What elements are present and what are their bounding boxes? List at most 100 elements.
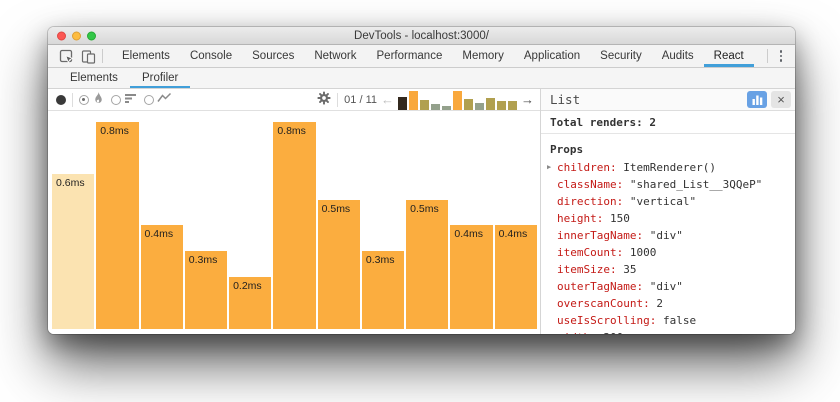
line-chart-icon — [157, 92, 172, 107]
prop-key: useIsScrolling: — [557, 314, 657, 327]
commit-bar[interactable]: 0.4ms — [494, 225, 537, 329]
subtab-profiler[interactable]: Profiler — [130, 68, 190, 88]
prop-key: itemCount: — [557, 246, 624, 259]
commit-bar[interactable]: 0.3ms — [361, 251, 405, 329]
tab-elements[interactable]: Elements — [122, 50, 170, 62]
profiler-toolbar: 01 / 11 ← → — [48, 89, 540, 111]
commit-bar[interactable]: 0.4ms — [450, 225, 493, 329]
snapshot-bar[interactable] — [475, 102, 484, 110]
flame-icon — [92, 91, 105, 108]
commit-flamegraph: 0.6ms 0.8ms 0.4ms 0.3ms 0.2ms 0.8ms 0.5ms 0.3ms… — [48, 111, 540, 334]
toolbar-separator — [72, 92, 73, 107]
commit-bar[interactable]: 0.4ms — [140, 225, 183, 329]
expand-triangle-icon[interactable]: ▶ — [547, 163, 552, 171]
bar-duration-label: 0.8ms — [100, 125, 129, 137]
prop-row: height: 150 — [541, 210, 795, 227]
commit-bar[interactable]: 0.6ms — [52, 174, 95, 329]
tab-react[interactable]: React — [704, 45, 754, 67]
props-list: ▶ children: ItemRenderer() className: "sha… — [541, 157, 795, 334]
prop-key: innerTagName: — [557, 229, 644, 242]
prop-value: 2 — [649, 297, 663, 310]
prop-row: ▶ children: ItemRenderer() — [541, 159, 795, 176]
snapshot-bar[interactable] — [508, 100, 517, 110]
bar-duration-label: 0.8ms — [277, 125, 306, 137]
prop-row: width: 300 — [541, 329, 795, 334]
bar-duration-label: 0.4ms — [498, 228, 528, 240]
toolbar-separator — [102, 49, 103, 63]
prop-value: "div" — [643, 280, 683, 293]
tab-network[interactable]: Network — [314, 50, 357, 62]
commit-bar[interactable]: 0.2ms — [229, 277, 272, 329]
view-option-interactions[interactable] — [144, 92, 172, 107]
view-option-flamegraph[interactable] — [79, 91, 105, 108]
snapshot-bar[interactable] — [486, 97, 495, 110]
subtab-elements[interactable]: Elements — [70, 72, 118, 84]
profiler-pane: 01 / 11 ← → 0.6ms 0.8ms 0.4ms 0.3ms 0.2ms 0.8… — [48, 89, 541, 334]
render-chart-button[interactable] — [747, 91, 767, 108]
flamegraph-radio[interactable] — [79, 94, 89, 105]
bar-duration-label: 0.2ms — [233, 280, 262, 292]
prop-value: "vertical" — [623, 195, 697, 208]
snapshot-bar[interactable] — [497, 100, 506, 110]
prop-value: "shared_List__3QQeP" — [623, 178, 763, 191]
tab-performance[interactable]: Performance — [376, 50, 443, 62]
prop-key: outerTagName: — [557, 280, 644, 293]
snapshot-bar[interactable] — [453, 90, 462, 110]
props-section-title: Props — [550, 143, 584, 156]
bar-duration-label: 0.3ms — [188, 254, 218, 266]
tab-console[interactable]: Console — [189, 50, 233, 62]
gear-icon — [317, 91, 331, 108]
inspect-element-icon[interactable] — [55, 45, 77, 67]
snapshot-bar[interactable] — [464, 98, 473, 110]
devtools-window: DevTools - localhost:3000/ Elements Conso… — [48, 27, 795, 334]
prop-key: height: — [557, 212, 604, 225]
prop-row: className: "shared_List__3QQeP" — [541, 176, 795, 193]
window-title: DevTools - localhost:3000/ — [354, 29, 489, 42]
close-icon: × — [777, 92, 785, 107]
tab-security[interactable]: Security — [600, 50, 642, 62]
tab-memory[interactable]: Memory — [462, 50, 504, 62]
tab-sources[interactable]: Sources — [252, 50, 295, 62]
close-window-button[interactable] — [57, 31, 66, 40]
tab-audits[interactable]: Audits — [661, 50, 694, 62]
previous-snapshot-icon[interactable]: ← — [381, 91, 394, 107]
record-button[interactable] — [56, 94, 66, 105]
total-renders: Total renders: 2 — [541, 111, 795, 134]
prop-row: overscanCount: 2 — [541, 295, 795, 312]
commit-bar[interactable]: 0.3ms — [184, 251, 228, 329]
commit-bar[interactable]: 0.5ms — [317, 200, 360, 329]
bar-duration-label: 0.6ms — [56, 177, 85, 189]
minimize-window-button[interactable] — [72, 31, 81, 40]
commit-bar[interactable]: 0.8ms — [273, 122, 316, 329]
snapshot-bar[interactable] — [398, 96, 407, 110]
more-options-icon[interactable] — [771, 45, 791, 67]
prop-value: false — [656, 314, 697, 327]
settings-button[interactable] — [317, 91, 331, 108]
prop-key: overscanCount: — [557, 297, 650, 310]
device-toolbar-icon[interactable] — [77, 45, 99, 67]
devtools-tabs: Elements Console Sources Network Performance… — [112, 45, 754, 67]
snapshot-bar[interactable] — [409, 90, 418, 110]
prop-row: direction: "vertical" — [541, 193, 795, 210]
commit-bar[interactable]: 0.8ms — [96, 122, 139, 329]
close-details-button[interactable]: × — [771, 91, 791, 108]
bar-duration-label: 0.5ms — [321, 203, 351, 215]
prop-key: children: — [557, 161, 617, 174]
next-snapshot-icon[interactable]: → — [521, 91, 534, 107]
snapshot-strip[interactable] — [398, 90, 517, 110]
details-header: List × — [541, 89, 795, 111]
prop-value: 35 — [616, 263, 637, 276]
toolbar-separator — [767, 49, 768, 63]
view-option-ranked[interactable] — [111, 92, 138, 107]
snapshot-bar[interactable] — [431, 103, 440, 110]
prop-value: 1000 — [623, 246, 657, 259]
snapshot-bar[interactable] — [420, 99, 429, 110]
prop-value: 150 — [603, 212, 630, 225]
bar-duration-label: 0.3ms — [365, 254, 395, 266]
interactions-radio[interactable] — [144, 94, 154, 105]
tab-application[interactable]: Application — [523, 50, 581, 62]
snapshot-bar[interactable] — [442, 105, 451, 110]
ranked-radio[interactable] — [111, 94, 121, 105]
commit-bar[interactable]: 0.5ms — [406, 200, 449, 329]
zoom-window-button[interactable] — [87, 31, 96, 40]
